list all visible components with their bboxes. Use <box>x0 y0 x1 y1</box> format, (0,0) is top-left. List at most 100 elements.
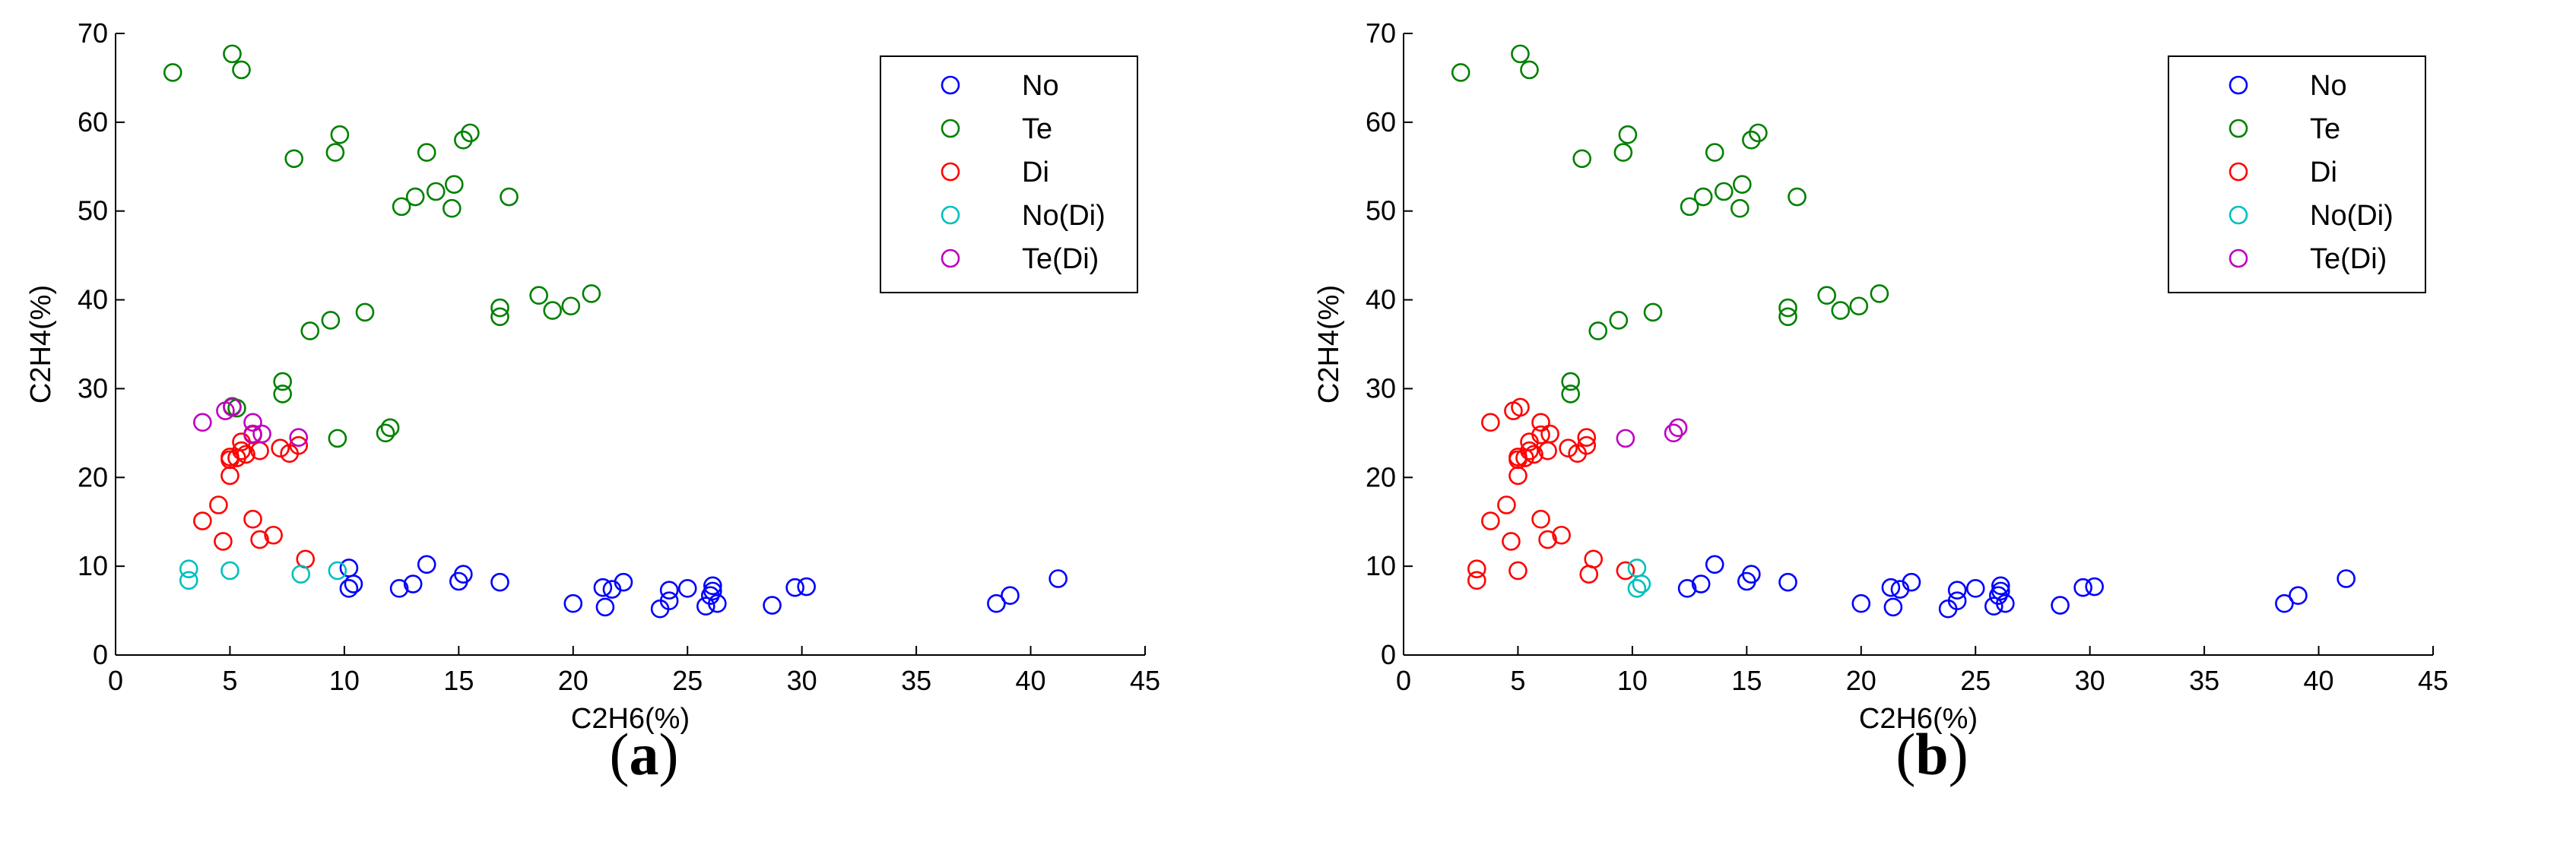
x-axis-title: C2H6(%) <box>1859 703 1978 735</box>
data-point <box>708 593 727 613</box>
x-tick-label: 25 <box>1960 665 1991 696</box>
data-point <box>443 198 462 218</box>
data-point <box>417 143 436 162</box>
data-point <box>1588 321 1608 340</box>
data-point <box>454 565 473 584</box>
data-point <box>300 321 320 340</box>
data-point <box>1561 385 1580 404</box>
x-tick-label: 25 <box>672 665 703 696</box>
x-tick-label: 0 <box>1396 665 1411 696</box>
data-point <box>1984 597 2003 616</box>
data-point <box>1996 593 2015 613</box>
data-point <box>1831 301 1850 320</box>
data-point <box>1691 574 1711 593</box>
data-point <box>1870 284 1889 303</box>
data-point <box>1577 435 1597 455</box>
y-axis-title: C2H4(%) <box>1313 285 1345 404</box>
data-point <box>209 495 228 514</box>
legend-label: Te <box>2310 113 2340 145</box>
data-point <box>339 559 359 578</box>
x-tick-label: 45 <box>1130 665 1160 696</box>
data-point <box>703 581 722 601</box>
y-tick-label: 50 <box>1366 195 1396 226</box>
legend-label: Di <box>1022 157 1049 188</box>
data-point <box>445 175 464 194</box>
data-point <box>1881 578 1901 597</box>
data-point <box>193 511 212 530</box>
series-no <box>1677 555 2356 619</box>
data-point <box>1742 130 1761 150</box>
data-point <box>220 466 240 486</box>
data-point <box>193 413 212 432</box>
data-point <box>797 577 816 597</box>
data-point <box>1883 597 1903 617</box>
data-point <box>1502 532 1521 551</box>
chart-a: 0 5 10 15 20 25 30 35 40 45 0 10 20 30 40 50 60 70 C2H6(%)… <box>25 17 1160 735</box>
x-tick-label: 30 <box>2075 665 2105 696</box>
data-point <box>355 302 375 322</box>
data-point <box>614 572 633 592</box>
data-point <box>284 149 303 169</box>
data-point <box>214 532 233 551</box>
data-point <box>392 197 411 217</box>
data-point <box>325 143 345 162</box>
x-tick-label: 20 <box>558 665 588 696</box>
x-tick-label: 20 <box>1846 665 1876 696</box>
x-tick-label: 0 <box>108 665 123 696</box>
data-point <box>703 576 722 596</box>
data-point <box>1749 123 1768 143</box>
data-point <box>1531 413 1550 432</box>
caption-a: (a) <box>609 721 679 787</box>
data-point <box>271 438 290 458</box>
data-point <box>1451 63 1470 82</box>
data-point <box>1705 555 1724 574</box>
y-tick-label: 60 <box>78 106 108 138</box>
data-point <box>236 445 255 464</box>
data-point <box>490 572 509 592</box>
legend-label: No <box>1022 70 1059 102</box>
data-point <box>763 596 782 615</box>
data-point <box>1520 441 1539 460</box>
series-te-di <box>1616 418 1688 448</box>
series-te-di <box>193 397 309 448</box>
x-tick-label: 15 <box>443 665 474 696</box>
data-point <box>2085 577 2104 597</box>
data-point <box>321 311 341 330</box>
y-tick-label: 0 <box>93 639 108 670</box>
data-point <box>454 130 473 150</box>
data-point <box>1680 197 1699 217</box>
legend-marker <box>941 119 960 138</box>
x-tick-label: 40 <box>2304 665 2334 696</box>
data-point <box>417 555 436 574</box>
legend-marker <box>2229 248 2248 268</box>
data-point <box>426 182 446 201</box>
data-point <box>561 296 581 316</box>
x-tick-label: 35 <box>901 665 931 696</box>
chart-b: 0 5 10 15 20 25 30 35 40 45 0 10 20 30 40 50 60 70 C2H6(%)… <box>1313 17 2448 735</box>
data-point <box>1497 495 1516 514</box>
legend-marker <box>2229 205 2248 225</box>
legend-label: Te(Di) <box>2310 243 2387 275</box>
data-point <box>1538 530 1557 549</box>
series-di <box>193 425 316 569</box>
data-point <box>461 123 480 143</box>
data-point <box>163 63 182 82</box>
data-point <box>1778 298 1797 318</box>
data-point <box>490 307 509 327</box>
data-point <box>220 561 240 581</box>
data-point <box>1677 579 1697 598</box>
data-point <box>1584 549 1604 569</box>
data-point <box>1991 581 2010 601</box>
data-point <box>696 597 715 616</box>
x-tick-label: 10 <box>1617 665 1648 696</box>
legend-marker <box>941 75 960 95</box>
data-point <box>250 530 269 549</box>
y-tick-label: 70 <box>1366 17 1396 49</box>
data-point <box>659 591 679 611</box>
data-point <box>328 561 347 581</box>
data-point <box>1552 525 1571 545</box>
data-point <box>785 578 804 597</box>
data-point <box>1511 397 1530 417</box>
data-point <box>1561 372 1580 391</box>
data-point <box>1511 44 1530 64</box>
